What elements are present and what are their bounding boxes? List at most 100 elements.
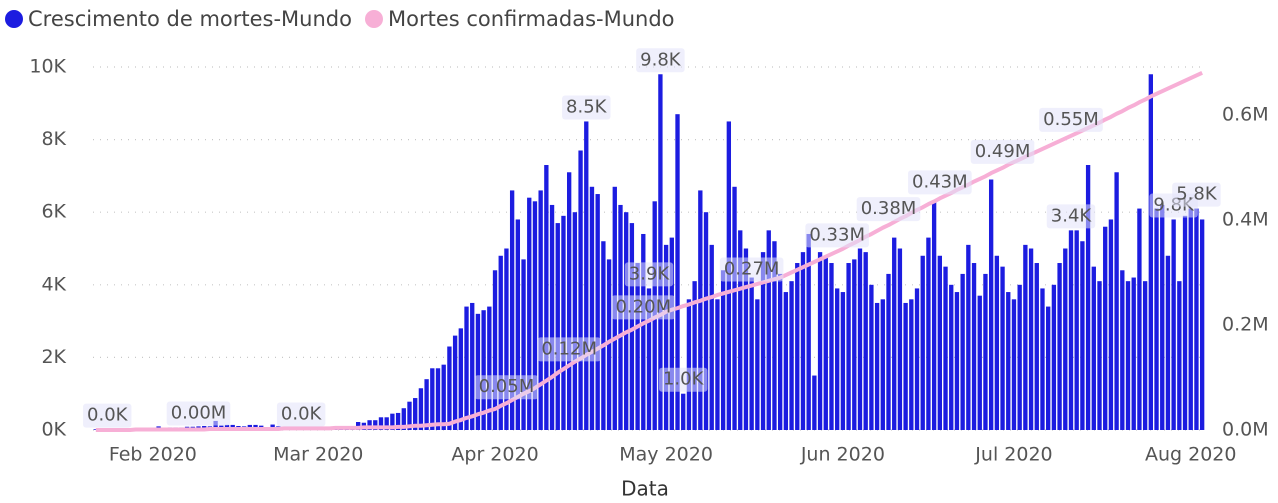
bar	[1125, 281, 1131, 430]
bar	[709, 244, 714, 430]
bar	[418, 388, 424, 430]
bar	[601, 241, 606, 430]
bar	[584, 121, 589, 430]
bar	[1097, 281, 1102, 430]
bar	[914, 288, 920, 430]
bar	[395, 412, 401, 430]
data-label-box	[83, 403, 132, 428]
bar	[532, 201, 538, 430]
bar	[452, 335, 458, 430]
bar	[407, 401, 412, 430]
x-tick-label: Feb 2020	[109, 444, 197, 466]
bar	[401, 408, 406, 430]
data-label-box	[658, 367, 708, 392]
bar	[589, 186, 595, 430]
bar	[715, 299, 720, 430]
bar	[1154, 208, 1159, 430]
bar	[1182, 215, 1188, 430]
bar	[943, 266, 948, 430]
data-label-group: 8.5K	[562, 95, 611, 120]
data-label: 9.8K	[640, 49, 682, 70]
bar	[931, 201, 937, 430]
bar	[1171, 219, 1176, 430]
data-label-box	[166, 401, 231, 426]
bar	[1194, 208, 1199, 430]
data-label-box	[537, 337, 601, 362]
bar	[795, 263, 800, 430]
bar	[926, 237, 931, 430]
bar	[920, 255, 925, 430]
bar	[595, 194, 600, 430]
bar	[846, 263, 851, 430]
bar	[1131, 277, 1136, 430]
y-tick-label: 8K	[41, 128, 66, 150]
y2-tick-label: 0.4M	[1222, 208, 1269, 230]
data-label-box	[1039, 107, 1103, 132]
data-label-box	[562, 95, 611, 120]
data-label: 3.9K	[629, 263, 671, 284]
y-tick-label: 10K	[29, 56, 66, 78]
bar	[578, 150, 583, 431]
bar	[949, 284, 954, 430]
bar	[903, 302, 908, 430]
y2-tick-label: 0.0M	[1222, 419, 1269, 441]
bar	[464, 306, 469, 430]
data-label-group: 0.38M	[856, 197, 921, 222]
x-tick-label: Mar 2020	[273, 444, 363, 466]
bar	[373, 420, 378, 430]
bar	[1074, 230, 1079, 430]
data-label-group: 0.0K	[83, 403, 132, 428]
x-tick-label: Aug 2020	[1145, 444, 1237, 466]
bar	[760, 252, 766, 430]
y-tick-label: 6K	[41, 201, 66, 223]
bar	[840, 292, 846, 430]
data-label-box	[805, 223, 869, 248]
bar	[1080, 241, 1085, 430]
bar	[732, 186, 737, 430]
bar	[1000, 266, 1005, 430]
bar	[544, 165, 549, 430]
bar	[646, 288, 652, 430]
bar	[692, 281, 697, 430]
data-label-group: 0.27M	[719, 257, 784, 282]
bar	[447, 346, 452, 430]
data-label-group: 0.20M	[611, 295, 676, 320]
bar	[441, 364, 446, 430]
bar	[681, 393, 686, 430]
bar	[424, 379, 429, 430]
bar	[435, 368, 441, 430]
bar	[703, 212, 709, 430]
x-tick-label: Apr 2020	[451, 444, 538, 466]
bar	[487, 306, 492, 430]
data-label-box	[624, 262, 674, 287]
y-tick-label: 4K	[41, 273, 66, 295]
legend-label: Crescimento de mortes-Mundo	[28, 7, 352, 31]
bar	[977, 295, 982, 430]
data-label-group: 3.4K	[1046, 204, 1096, 229]
bar	[527, 197, 532, 430]
x-axis-title: Data	[621, 477, 669, 501]
bar	[1120, 270, 1125, 430]
bar	[606, 259, 612, 430]
bar	[470, 302, 475, 430]
bar	[555, 223, 560, 430]
bar	[1051, 284, 1057, 430]
bar	[1034, 263, 1039, 430]
data-label: 3.4K	[1051, 205, 1093, 226]
bar	[983, 273, 988, 430]
bar	[812, 375, 817, 430]
bar	[1160, 204, 1165, 430]
bar	[1137, 208, 1142, 430]
bar	[538, 190, 543, 430]
x-tick-label: May 2020	[619, 444, 713, 466]
bar	[566, 172, 572, 430]
bar	[521, 259, 526, 430]
bar	[413, 398, 418, 430]
data-label-box	[474, 375, 539, 400]
data-label: 0.0K	[87, 405, 129, 426]
x-tick-label: Jul 2020	[974, 444, 1052, 466]
bar	[509, 190, 515, 430]
data-label: 0.55M	[1043, 109, 1099, 130]
bar	[1057, 263, 1062, 430]
data-label-group: 5.8K	[1172, 182, 1221, 207]
